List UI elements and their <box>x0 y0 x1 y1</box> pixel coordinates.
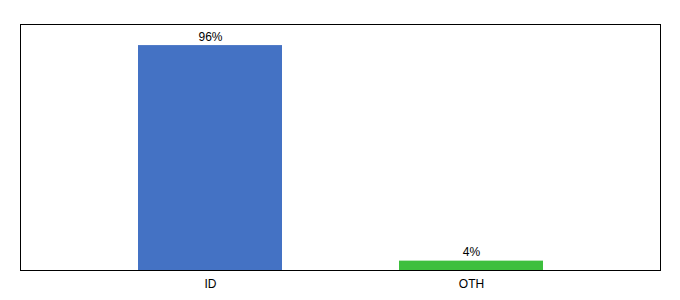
svg-text:OTH: OTH <box>459 277 484 291</box>
svg-text:4%: 4% <box>463 245 481 259</box>
svg-text:96%: 96% <box>198 30 222 44</box>
svg-text:ID: ID <box>205 277 217 291</box>
